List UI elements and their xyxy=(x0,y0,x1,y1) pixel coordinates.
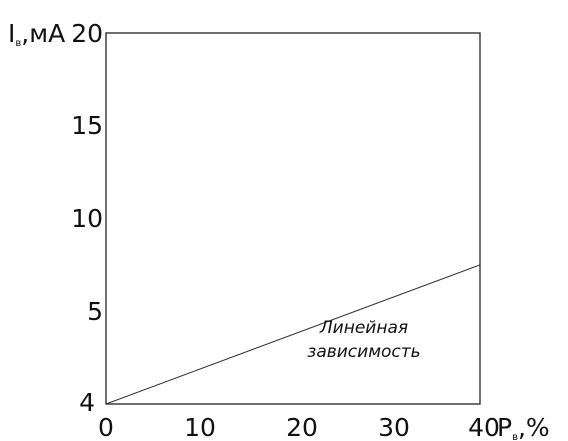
x-tick-label-10: 10 xyxy=(184,413,216,441)
series-line xyxy=(105,264,481,405)
x-tick-label-0: 0 xyxy=(98,413,114,441)
x-axis-title: Pв,% xyxy=(497,413,550,441)
x-axis-title-main: P xyxy=(497,413,512,441)
annotation-line-1: Линейная xyxy=(319,318,408,338)
x-tick-label-30: 30 xyxy=(378,413,410,441)
annotation-line-2: зависимость xyxy=(307,342,420,362)
y-axis-title: Iв,мА xyxy=(8,19,65,49)
y-tick-label-20: 20 xyxy=(71,19,103,48)
y-tick-label-10: 10 xyxy=(71,204,103,233)
y-tick-label-4: 4 xyxy=(79,388,95,417)
y-tick-label-5: 5 xyxy=(87,297,103,326)
y-tick-label-15: 15 xyxy=(71,111,103,140)
y-axis-title-subscript: в xyxy=(15,38,21,49)
x-axis-title-unit: ,% xyxy=(518,413,550,441)
y-axis-title-unit: ,мА xyxy=(21,19,65,48)
x-tick-label-20: 20 xyxy=(286,413,318,441)
x-axis-title-subscript: в xyxy=(512,432,518,441)
x-tick-label-40: 40 xyxy=(468,413,500,441)
plot-frame xyxy=(105,32,481,405)
y-axis-title-main: I xyxy=(8,19,15,48)
